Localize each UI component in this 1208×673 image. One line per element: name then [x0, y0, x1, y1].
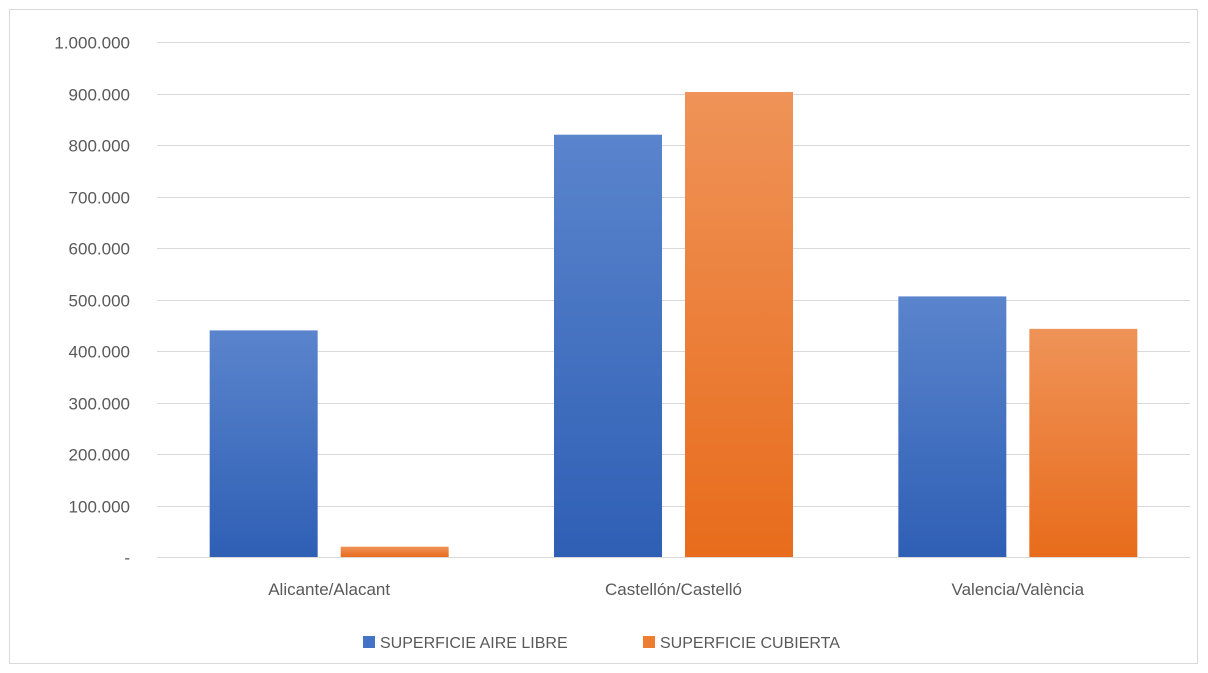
- y-tick-label: 100.000: [69, 498, 130, 517]
- y-axis-tick-labels: - 100.000 200.000 300.000 400.000 500.000 600.…: [54, 34, 130, 568]
- legend-label: SUPERFICIE AIRE LIBRE: [380, 635, 568, 652]
- legend-swatch-aire-libre: [363, 636, 375, 648]
- x-category-label: Castellón/Castelló: [605, 580, 742, 599]
- y-tick-label: 600.000: [69, 240, 130, 259]
- bars: [209, 91, 1138, 557]
- x-category-label: Valencia/València: [952, 580, 1085, 599]
- y-tick-label: 300.000: [69, 395, 130, 414]
- y-tick-label: 1.000.000: [54, 34, 130, 53]
- bar-aire-libre: [898, 296, 1007, 557]
- gridlines: [157, 42, 1190, 558]
- x-axis-category-labels: Alicante/Alacant Castellón/Castelló Valenc…: [268, 580, 1084, 599]
- legend-label: SUPERFICIE CUBIERTA: [660, 635, 840, 652]
- y-tick-label: 200.000: [69, 446, 130, 465]
- y-tick-label: 400.000: [69, 343, 130, 362]
- bar-aire-libre: [209, 330, 318, 557]
- y-tick-label: -: [124, 549, 130, 568]
- bar-aire-libre: [554, 134, 662, 557]
- y-tick-label: 700.000: [69, 189, 130, 208]
- legend-swatch-cubierta: [643, 636, 655, 648]
- y-tick-label: 500.000: [69, 292, 130, 311]
- y-tick-label: 800.000: [69, 137, 130, 156]
- x-category-label: Alicante/Alacant: [268, 580, 390, 599]
- bar-cubierta: [685, 91, 793, 557]
- y-tick-label: 900.000: [69, 86, 130, 105]
- legend: SUPERFICIE AIRE LIBRE SUPERFICIE CUBIERTA: [363, 635, 840, 652]
- bar-cubierta: [340, 546, 449, 557]
- bar-cubierta: [1029, 328, 1138, 557]
